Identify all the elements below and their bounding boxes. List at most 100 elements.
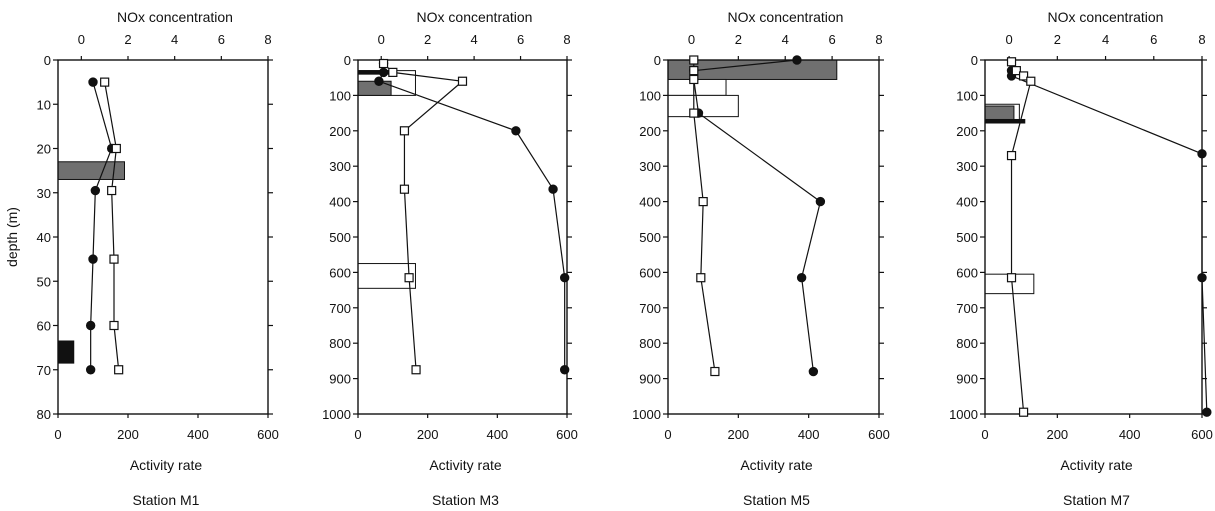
activity-axis-label: Activity rate [130, 457, 203, 473]
y-tick-label: 60 [37, 319, 51, 334]
y-tick-label: 100 [956, 88, 978, 103]
y-tick-label: 800 [639, 336, 661, 351]
data-point-open [1018, 71, 1029, 81]
data-point-open [689, 55, 699, 65]
y-tick-label: 300 [639, 159, 661, 174]
x2-tick-label: 4 [782, 32, 789, 47]
x-tick-label: 600 [556, 427, 578, 442]
data-point-open [109, 320, 119, 331]
y-tick-label: 80 [37, 407, 51, 422]
nox-series-line-1 [378, 63, 566, 370]
y-tick-label: 300 [956, 159, 978, 174]
data-point-open [696, 273, 706, 283]
x-tick-label: 200 [1046, 427, 1068, 442]
data-point-open [457, 76, 468, 86]
x2-tick-label: 2 [124, 32, 131, 47]
y-tick-label: 600 [639, 265, 661, 280]
x2-tick-label: 6 [1150, 32, 1157, 47]
y-tick-label: 800 [329, 336, 351, 351]
x2-tick-label: 8 [264, 32, 271, 47]
data-point-open [1006, 150, 1017, 161]
data-point-open [1011, 66, 1021, 76]
y-tick-label: 100 [639, 88, 661, 103]
nox-series-line-2 [383, 63, 464, 370]
activity-axis-label: Activity rate [1060, 457, 1133, 473]
x2-tick-label: 6 [517, 32, 524, 47]
data-point-open [107, 185, 117, 196]
x2-tick-label: 2 [424, 32, 431, 47]
data-point-open [1018, 407, 1029, 417]
y-tick-label: 20 [37, 142, 51, 157]
station-title: Station M5 [743, 492, 810, 508]
plot-frame [57, 59, 269, 415]
nox-series-line-1 [1010, 70, 1208, 413]
data-point-open [388, 67, 398, 77]
data-point-open [399, 126, 410, 136]
y-tick-label: 100 [329, 88, 351, 103]
x2-tick-label: 0 [688, 32, 695, 47]
data-point-filled [815, 196, 826, 207]
y-tick-label: 900 [639, 372, 661, 387]
y-tick-label: 400 [639, 195, 661, 210]
data-point-filled [378, 67, 389, 78]
x-tick-label: 0 [664, 427, 671, 442]
data-point-open [1026, 76, 1036, 86]
x2-tick-label: 0 [1005, 32, 1012, 47]
y-tick-label: 0 [654, 53, 661, 68]
station-title: Station M7 [1063, 492, 1130, 508]
y-tick-label: 0 [344, 53, 351, 68]
y-tick-label: 200 [639, 124, 661, 139]
x-tick-label: 400 [486, 427, 508, 442]
data-point-open [411, 365, 421, 375]
y-tick-label: 0 [44, 53, 51, 68]
x2-tick-label: 6 [828, 32, 835, 47]
x2-tick-label: 6 [218, 32, 225, 47]
x2-tick-label: 8 [875, 32, 882, 47]
y-tick-label: 200 [956, 124, 978, 139]
y-tick-label: 50 [37, 274, 51, 289]
activity-bar-2 [57, 340, 75, 364]
data-point-filled [88, 254, 98, 264]
y-tick-label: 500 [956, 230, 978, 245]
x2-tick-label: 2 [735, 32, 742, 47]
x-tick-label: 200 [727, 427, 749, 442]
x-tick-label: 200 [117, 427, 139, 442]
x-tick-label: 0 [354, 427, 361, 442]
y-tick-label: 70 [37, 363, 51, 378]
x-tick-label: 200 [417, 427, 439, 442]
y-tick-label: 200 [329, 124, 351, 139]
data-point-open [689, 66, 699, 76]
activity-bar-3 [667, 94, 739, 118]
data-point-filled [511, 126, 521, 136]
x-tick-label: 600 [257, 427, 279, 442]
data-point-filled [559, 365, 570, 375]
y-tick-label: 600 [956, 265, 978, 280]
data-point-filled [1202, 407, 1212, 417]
nox-axis-label: NOx concentration [117, 9, 233, 25]
data-point-open [109, 254, 119, 264]
y-tick-label: 40 [37, 230, 51, 245]
activity-bar-3 [984, 118, 1026, 124]
data-point-open [399, 184, 410, 194]
data-point-filled [548, 184, 558, 194]
y-tick-label: 0 [971, 53, 978, 68]
x-tick-label: 400 [1119, 427, 1141, 442]
data-point-open [100, 77, 110, 87]
x2-tick-label: 4 [171, 32, 178, 47]
x-tick-label: 0 [54, 427, 61, 442]
data-point-filled [85, 365, 96, 375]
y-tick-label: 900 [329, 372, 351, 387]
x-tick-label: 600 [1191, 427, 1213, 442]
y-tick-label: 600 [329, 265, 351, 280]
data-point-open [378, 58, 389, 69]
nox-series-line-2 [104, 82, 120, 370]
data-point-filled [85, 320, 96, 331]
y-tick-label: 500 [639, 230, 661, 245]
y-tick-label: 1000 [322, 407, 351, 422]
x-tick-label: 400 [187, 427, 209, 442]
activity-axis-label: Activity rate [429, 457, 502, 473]
